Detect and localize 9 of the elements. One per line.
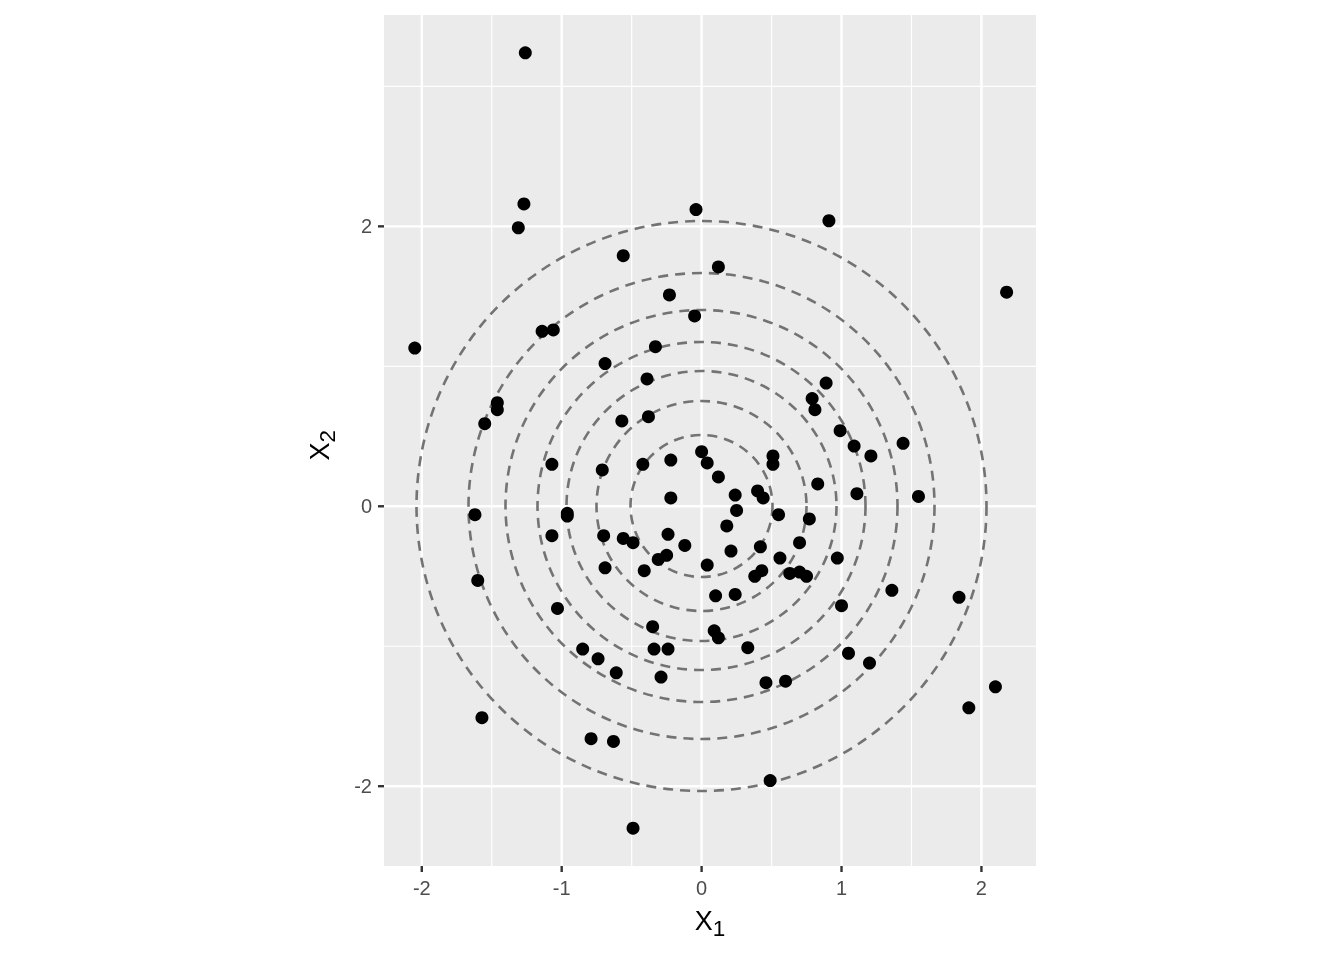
y-tick-label: 0 [360,495,372,518]
x-tick-label: 0 [696,877,708,899]
x-axis-title: X$_{1}$ [694,906,726,942]
x-tick-label: -2 [412,877,431,899]
x-tick-label: 1 [835,877,848,899]
x-tick-label: -1 [552,877,571,899]
x-tick-label: 2 [975,877,987,899]
y-tick-label: 2 [360,215,372,238]
y-tick-label: -2 [354,775,372,798]
